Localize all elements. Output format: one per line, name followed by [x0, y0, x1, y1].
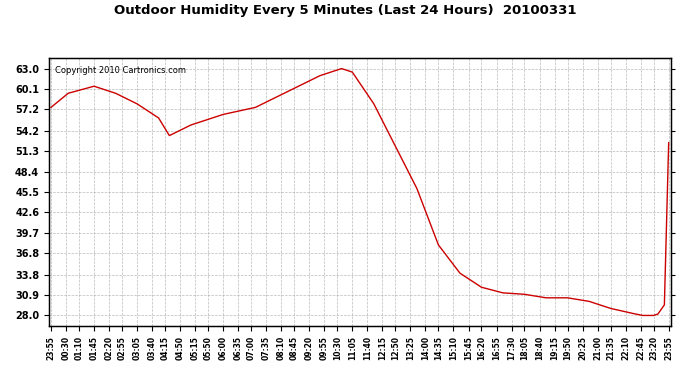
Text: Outdoor Humidity Every 5 Minutes (Last 24 Hours)  20100331: Outdoor Humidity Every 5 Minutes (Last 2…	[114, 4, 576, 17]
Text: Copyright 2010 Cartronics.com: Copyright 2010 Cartronics.com	[55, 66, 186, 75]
